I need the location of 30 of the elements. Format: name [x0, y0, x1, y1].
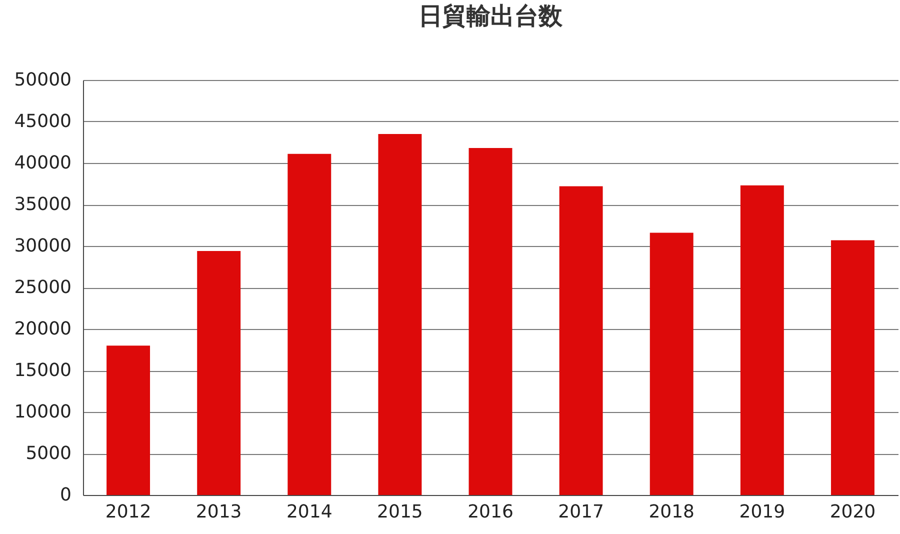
bar — [378, 134, 422, 495]
y-tick-label: 30000 — [14, 236, 72, 256]
x-tick-label: 2014 — [286, 502, 332, 522]
bar — [288, 154, 332, 495]
bar — [468, 148, 512, 495]
x-tick-label: 2018 — [648, 502, 695, 522]
y-tick-label: 45000 — [14, 111, 72, 132]
y-tick-label: 0 — [60, 484, 72, 506]
bar — [197, 250, 241, 495]
bar — [106, 346, 150, 495]
x-tick-label: 2013 — [196, 502, 242, 522]
bar — [830, 240, 874, 495]
y-tick-label: 40000 — [14, 152, 72, 174]
x-tick-label: 2012 — [105, 502, 152, 522]
bar — [650, 232, 694, 495]
bar — [559, 186, 603, 495]
y-tick-label: 10000 — [14, 402, 72, 422]
x-tick-label: 2017 — [558, 502, 604, 522]
y-tick-label: 20000 — [14, 318, 72, 340]
bar — [740, 185, 784, 495]
x-tick-label: 2020 — [830, 502, 876, 522]
x-tick-label: 2015 — [377, 502, 423, 522]
x-tick-label: 2016 — [468, 502, 514, 522]
y-tick-label: 50000 — [14, 70, 72, 90]
chart-title: 日貿輸出台数 — [418, 2, 564, 30]
y-tick-label: 25000 — [14, 277, 72, 298]
x-tick-label: 2019 — [739, 502, 786, 522]
y-tick-label: 5000 — [26, 443, 72, 464]
y-tick-label: 35000 — [14, 194, 72, 215]
y-tick-label: 15000 — [14, 360, 72, 381]
